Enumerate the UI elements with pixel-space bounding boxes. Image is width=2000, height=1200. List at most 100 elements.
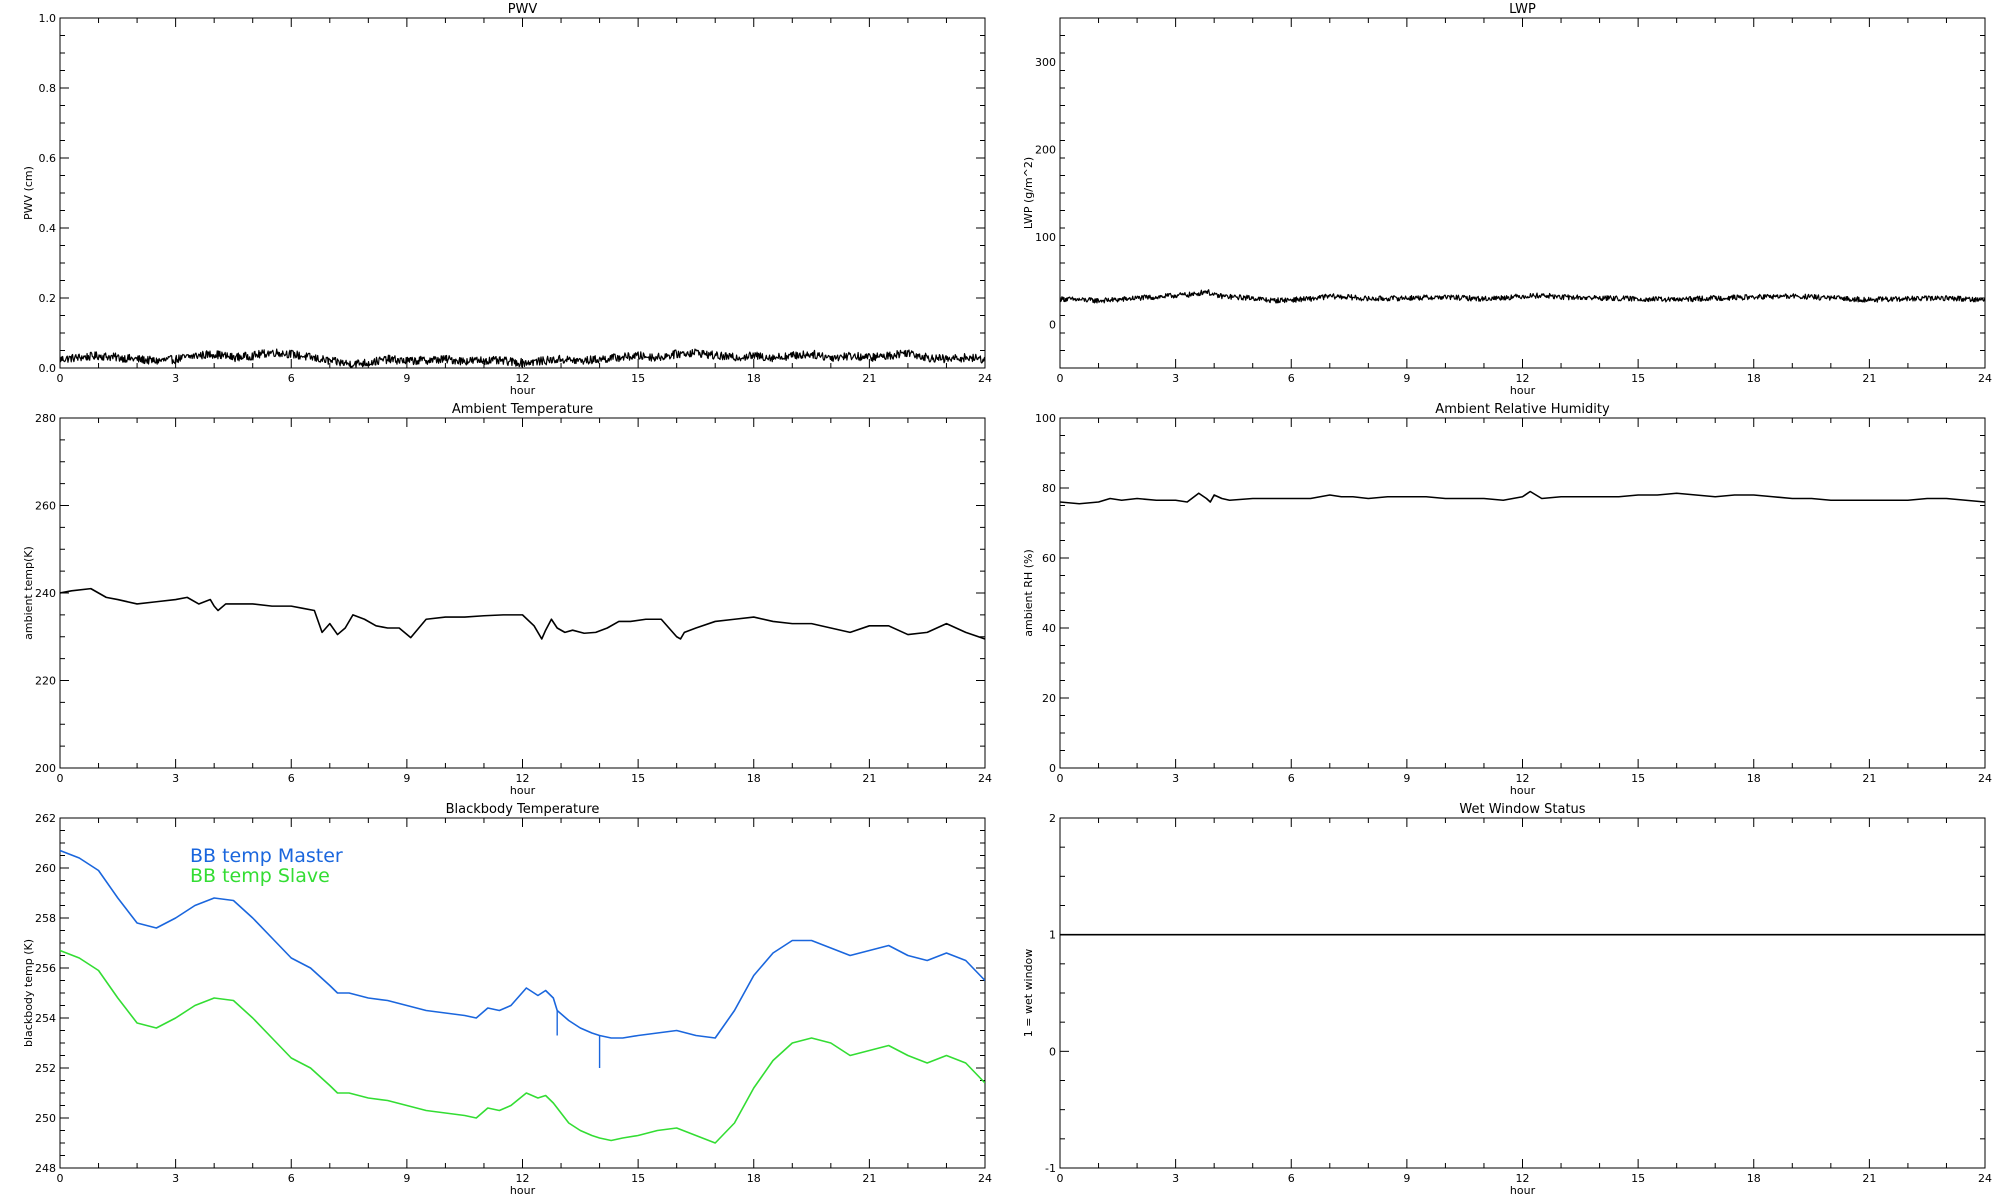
y-tick-label: -1 <box>1045 1162 1056 1175</box>
x-tick-label: 12 <box>516 1172 530 1185</box>
x-tick-label: 24 <box>1978 372 1992 385</box>
x-tick-label: 0 <box>1057 372 1064 385</box>
x-axis-label: hour <box>1510 1184 1536 1197</box>
y-tick-label: 0 <box>1049 762 1056 775</box>
x-tick-label: 24 <box>978 1172 992 1185</box>
y-tick-label: 252 <box>35 1062 56 1075</box>
series-line <box>1060 490 1985 505</box>
lwp-svg: LWP 0 3 6 9 12 15 18 21 24 0 100 200 300 hour LWP (g/m^… <box>1022 2 1992 397</box>
y-tick-label: 0.6 <box>39 152 57 165</box>
y-tick-label: 254 <box>35 1012 56 1025</box>
y-tick-label: 256 <box>35 962 56 975</box>
x-axis-label: hour <box>1510 784 1536 797</box>
x-tick-label: 3 <box>1172 372 1179 385</box>
y-tick-label: 0.8 <box>39 82 57 95</box>
x-tick-label: 24 <box>978 772 992 785</box>
y-tick-label: 0.2 <box>39 292 57 305</box>
y-axis-label: PWV (cm) <box>22 166 35 220</box>
pwv-panel: PWV 0 3 6 9 12 15 18 21 24 0.0 0.2 0.4 0.6 0.8 1.0 hour P… <box>0 0 1000 400</box>
y-axis-label: LWP (g/m^2) <box>1022 157 1035 229</box>
ambient-rh-svg: Ambient Relative Humidity 0 3 6 9 12 15 18 21 24 0… <box>1022 402 1992 797</box>
x-tick-label: 12 <box>1516 1172 1530 1185</box>
x-tick-label: 9 <box>403 372 410 385</box>
y-tick-label: 250 <box>35 1112 56 1125</box>
x-tick-label: 9 <box>403 772 410 785</box>
y-tick-label: 200 <box>35 762 56 775</box>
x-tick-label: 3 <box>1172 1172 1179 1185</box>
x-tick-label: 9 <box>1403 772 1410 785</box>
chart-title: Ambient Relative Humidity <box>1435 402 1610 417</box>
y-tick-label: 100 <box>1035 231 1056 244</box>
x-tick-label: 0 <box>1057 772 1064 785</box>
x-tick-label: 6 <box>1288 1172 1295 1185</box>
x-tick-label: 21 <box>1862 372 1876 385</box>
legend-entry: BB temp Master <box>190 845 343 867</box>
y-tick-label: 60 <box>1042 552 1056 565</box>
x-tick-label: 15 <box>631 772 645 785</box>
x-tick-label: 9 <box>1403 372 1410 385</box>
y-tick-label: 280 <box>35 412 56 425</box>
x-tick-label: 15 <box>1631 772 1645 785</box>
x-tick-label: 0 <box>57 772 64 785</box>
y-tick-label: 20 <box>1042 692 1056 705</box>
lwp-panel: LWP 0 3 6 9 12 15 18 21 24 0 100 200 300 hour LWP (g/m^… <box>1000 0 2000 400</box>
plot-frame <box>59 417 986 769</box>
x-tick-label: 21 <box>1862 1172 1876 1185</box>
x-axis-label: hour <box>1510 384 1536 397</box>
plot-frame <box>1059 417 1986 769</box>
y-tick-label: 0.4 <box>39 222 57 235</box>
x-tick-label: 6 <box>1288 372 1295 385</box>
x-tick-label: 24 <box>978 372 992 385</box>
y-tick-label: 200 <box>1035 143 1056 156</box>
blackbody-temp-svg: Blackbody Temperature 0 3 6 9 12 15 18 21 24 248 25… <box>22 802 992 1197</box>
y-tick-label: 0 <box>1049 318 1056 331</box>
y-tick-label: 262 <box>35 812 56 825</box>
series-line <box>60 587 985 640</box>
x-tick-label: 0 <box>1057 1172 1064 1185</box>
x-tick-label: 3 <box>1172 772 1179 785</box>
x-tick-label: 15 <box>631 1172 645 1185</box>
wet-window-status-panel: Wet Window Status 0 3 6 9 12 15 18 21 24 -1 0 1 2 hour… <box>1000 800 2000 1200</box>
y-tick-label: 248 <box>35 1162 56 1175</box>
x-tick-label: 9 <box>403 1172 410 1185</box>
x-tick-label: 18 <box>1747 1172 1761 1185</box>
x-tick-label: 12 <box>1516 772 1530 785</box>
ambient-temp-svg: Ambient Temperature 0 3 6 9 12 15 18 21 24 200 220 2… <box>22 402 992 797</box>
x-tick-label: 6 <box>288 372 295 385</box>
x-tick-label: 21 <box>1862 772 1876 785</box>
x-tick-label: 21 <box>862 372 876 385</box>
x-tick-label: 0 <box>57 1172 64 1185</box>
x-tick-label: 12 <box>1516 372 1530 385</box>
y-tick-label: 1.0 <box>39 12 57 25</box>
x-tick-label: 18 <box>747 372 761 385</box>
y-axis-label: blackbody temp (K) <box>22 939 35 1047</box>
x-tick-label: 24 <box>1978 1172 1992 1185</box>
y-tick-label: 40 <box>1042 622 1056 635</box>
y-axis-label: ambient temp(K) <box>22 546 35 640</box>
series-line <box>60 849 985 1039</box>
ambient-temperature-panel: Ambient Temperature 0 3 6 9 12 15 18 21 24 200 220 2… <box>0 400 1000 800</box>
plot-frame <box>1059 17 1986 369</box>
series-line <box>60 949 985 1144</box>
x-tick-label: 3 <box>172 772 179 785</box>
chart-title: Ambient Temperature <box>452 402 593 417</box>
x-tick-label: 15 <box>1631 372 1645 385</box>
y-tick-label: 240 <box>35 587 56 600</box>
y-tick-label: 220 <box>35 675 56 688</box>
x-tick-label: 6 <box>1288 772 1295 785</box>
y-tick-label: 0 <box>1049 1045 1056 1058</box>
x-tick-label: 12 <box>516 772 530 785</box>
x-tick-label: 24 <box>1978 772 1992 785</box>
x-tick-label: 3 <box>172 372 179 385</box>
x-axis-label: hour <box>510 384 536 397</box>
y-tick-label: 80 <box>1042 482 1056 495</box>
blackbody-temperature-panel: Blackbody Temperature 0 3 6 9 12 15 18 21 24 248 25… <box>0 800 1000 1200</box>
y-tick-label: 260 <box>35 500 56 513</box>
x-axis-label: hour <box>510 784 536 797</box>
y-axis-label: 1 = wet window <box>1022 949 1035 1038</box>
y-tick-label: 100 <box>1035 412 1056 425</box>
x-tick-label: 18 <box>747 1172 761 1185</box>
chart-title: Blackbody Temperature <box>446 802 600 817</box>
